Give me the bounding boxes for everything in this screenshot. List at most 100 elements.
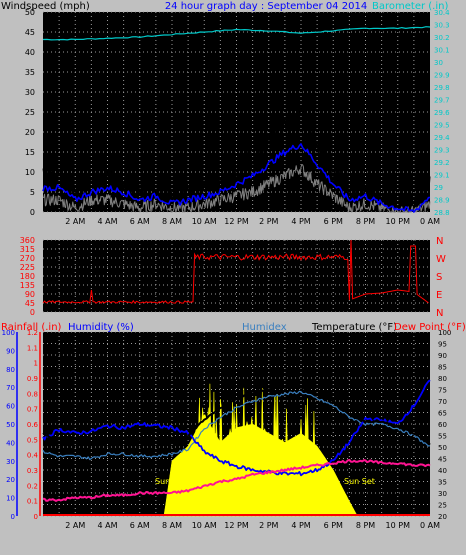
- temp-y-tick: 95: [438, 341, 447, 349]
- barometer-y-tick: 28.9: [434, 197, 450, 205]
- sun-set-label: Sun Set: [344, 477, 375, 486]
- x-tick-label: 6 PM: [324, 217, 343, 226]
- x-tick-label: 2 AM: [65, 217, 85, 226]
- temp-y-tick: 25: [438, 502, 447, 510]
- x-tick-label: 6 PM: [324, 521, 343, 530]
- dewpoint-label: Dew Point (°F): [394, 322, 466, 333]
- direction-y-tick: 360: [20, 236, 35, 245]
- humidex-label: Humidex: [242, 322, 287, 333]
- barometer-y-tick: 30.3: [434, 22, 450, 30]
- barometer-line: [42, 26, 431, 41]
- x-tick-label: 6 AM: [130, 217, 150, 226]
- rain-y-tick: 1.2: [27, 329, 38, 337]
- wind-y-tick: 35: [25, 68, 35, 77]
- humidity-y-tick: 40: [6, 439, 15, 447]
- temp-y-tick: 70: [438, 398, 447, 406]
- barometer-y-tick: 29.9: [434, 72, 450, 80]
- barometer-y-tick: 28.8: [434, 209, 450, 217]
- x-tick-label: 10 PM: [386, 217, 411, 226]
- rain-y-tick: 0.1: [27, 498, 38, 506]
- temp-y-tick: 40: [438, 467, 447, 475]
- temp-y-tick: 60: [438, 421, 447, 429]
- temp-y-tick: 75: [438, 387, 447, 395]
- humidity-y-tick: 50: [6, 421, 15, 429]
- humidity-y-tick: 70: [6, 384, 15, 392]
- wind-y-tick: 20: [25, 128, 35, 137]
- barometer-y-tick: 29.3: [434, 147, 450, 155]
- rain-y-tick: 0.7: [27, 406, 38, 414]
- rain-y-tick: 1.1: [27, 344, 38, 352]
- humidity-y-tick: 90: [6, 347, 15, 355]
- barometer-y-tick: 29.1: [434, 172, 450, 180]
- humidity-label: Humidity (%): [68, 322, 134, 333]
- rainfall-label: Rainfall (.in): [1, 322, 62, 333]
- direction-letter: N: [436, 308, 443, 319]
- chart-title: 24 hour graph day : September 04 2014: [165, 1, 367, 12]
- wind-y-tick: 50: [25, 8, 35, 17]
- rain-y-tick: 0.3: [27, 467, 38, 475]
- wind-gust-line: [42, 107, 431, 213]
- wind-y-tick: 15: [25, 148, 35, 157]
- x-tick-label: 2 PM: [259, 217, 278, 226]
- tick-labels: 2 AM 4 AM 6 AM 8 AM 1 0 AM 12 PM 2 PM 4 PM 6 PM 8 …: [2, 8, 452, 530]
- barometer-y-tick: 29: [434, 184, 443, 192]
- direction-y-tick: 0: [30, 308, 35, 317]
- humidex-line: [42, 390, 431, 461]
- barometer-y-tick: 29.7: [434, 97, 450, 105]
- barometer-title: Barometer (.in): [372, 1, 448, 12]
- temp-y-tick: 45: [438, 456, 447, 464]
- x-tick-label: 10 PM: [386, 521, 411, 530]
- barometer-y-tick: 30: [434, 59, 443, 67]
- rain-y-tick: 0.2: [27, 482, 38, 490]
- direction-y-tick: 180: [20, 272, 35, 281]
- x-tick-label: 0 AM: [420, 217, 440, 226]
- temp-y-tick: 50: [438, 444, 447, 452]
- rain-y-tick: 0: [34, 513, 38, 521]
- barometer-y-tick: 29.4: [434, 134, 450, 142]
- x-tick-label: 8 PM: [356, 521, 375, 530]
- temperature-line: [42, 385, 431, 446]
- temperature-label: Temperature (°F): [311, 322, 397, 333]
- temp-y-tick: 35: [438, 479, 447, 487]
- humidity-y-tick: 100: [2, 329, 15, 337]
- humidity-y-tick: 60: [6, 403, 15, 411]
- x-tick-label: 4 AM: [97, 217, 117, 226]
- wind-y-tick: 30: [25, 88, 35, 97]
- wind-title: Windspeed (mph): [1, 1, 90, 12]
- rain-y-tick: 1: [34, 360, 38, 368]
- x-tick-label: 12 PM: [224, 521, 249, 530]
- barometer-y-tick: 29.5: [434, 122, 450, 130]
- x-tick-label: 4 AM: [97, 521, 117, 530]
- rain-y-tick: 0.9: [27, 375, 38, 383]
- x-tick-label: 4 PM: [291, 521, 310, 530]
- x-tick-label: 2 AM: [65, 521, 85, 530]
- x-tick-label: 0 AM: [420, 521, 440, 530]
- direction-line: [42, 239, 429, 305]
- direction-y-tick: 315: [20, 245, 35, 254]
- humidity-line: [42, 379, 431, 477]
- x-tick-label: 8 PM: [356, 217, 375, 226]
- wind-min-line: [42, 164, 431, 213]
- barometer-y-tick: 30.2: [434, 34, 450, 42]
- rain-y-tick: 0.6: [27, 421, 39, 429]
- direction-y-tick: 90: [25, 290, 35, 299]
- x-tick-label: 8 AM: [162, 521, 182, 530]
- direction-letter: E: [436, 290, 442, 301]
- barometer-y-tick: 29.8: [434, 84, 450, 92]
- barometer-y-tick: 29.2: [434, 159, 450, 167]
- x-tick-label: 12 PM: [224, 217, 249, 226]
- temp-y-tick: 80: [438, 375, 447, 383]
- wind-avg-line: [42, 143, 431, 213]
- direction-letter: S: [436, 272, 442, 283]
- wind-y-tick: 25: [25, 108, 35, 117]
- temp-y-tick: 85: [438, 364, 447, 372]
- x-tick-label: 6 AM: [130, 521, 150, 530]
- series-lines: [42, 26, 431, 516]
- humidity-y-tick: 30: [6, 458, 15, 466]
- x-tick-label: 4 PM: [291, 217, 310, 226]
- temp-y-tick: 55: [438, 433, 447, 441]
- dewpoint-line: [42, 458, 431, 502]
- direction-y-tick: 135: [20, 281, 35, 290]
